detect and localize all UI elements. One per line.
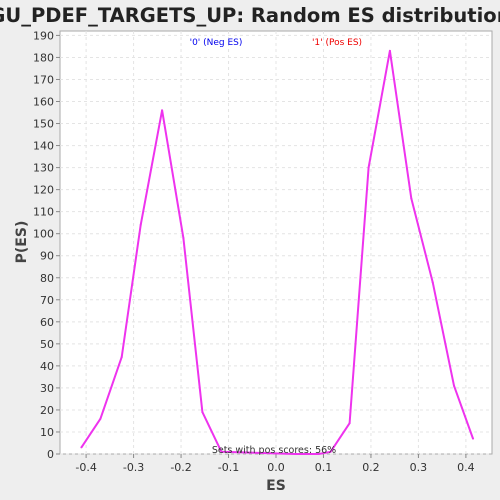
legend-entry: '0' (Neg ES)	[190, 38, 243, 48]
data-point	[317, 453, 320, 455]
x-tick-label: 0.3	[410, 461, 428, 474]
y-tick-label: 190	[33, 29, 54, 42]
data-point	[472, 437, 475, 440]
data-point	[410, 197, 413, 200]
data-point	[120, 356, 123, 359]
legend-entry: '1' (Pos ES)	[312, 38, 362, 48]
data-point	[139, 223, 142, 226]
y-tick-label: 0	[47, 448, 54, 461]
data-point	[431, 281, 434, 284]
y-tick-label: 30	[40, 382, 54, 395]
data-point	[182, 237, 185, 240]
grid	[60, 31, 492, 455]
y-tick-label: 70	[40, 294, 54, 307]
y-tick-label: 110	[33, 206, 54, 219]
x-axis-title: ES	[266, 478, 286, 494]
y-tick-label: 130	[33, 162, 54, 175]
series-line	[80, 49, 474, 455]
data-point	[99, 417, 102, 420]
y-tick-label: 90	[40, 250, 54, 263]
y-tick-label: 120	[33, 184, 54, 197]
data-point	[367, 166, 370, 169]
data-point	[388, 49, 391, 52]
x-tick-label: 0.4	[457, 461, 475, 474]
y-tick-label: 40	[40, 360, 54, 373]
series-layer	[80, 49, 475, 455]
x-tick-label: 0.2	[362, 461, 380, 474]
y-tick-label: 150	[33, 118, 54, 131]
data-point	[293, 453, 296, 455]
chart-title: GU_PDEF_TARGETS_UP: Random ES distributi…	[0, 4, 500, 27]
x-tick-label: -0.4	[75, 461, 96, 474]
y-tick-label: 60	[40, 316, 54, 329]
legend: '0' (Neg ES) '1' (Pos ES)	[190, 38, 362, 48]
data-point	[220, 450, 223, 453]
x-tick-label: 0.1	[315, 461, 333, 474]
x-tick-label: -0.2	[170, 461, 191, 474]
data-point	[80, 446, 83, 449]
data-point	[329, 450, 332, 453]
axes: 0 10 20 30 40 50 60 70 80 90 100 110 120 130 140 150 160…	[33, 29, 475, 474]
x-tick-label: -0.3	[123, 461, 144, 474]
y-tick-label: 140	[33, 140, 54, 153]
data-point	[201, 411, 204, 414]
y-tick-label: 10	[40, 426, 54, 439]
x-tick-label: -0.1	[218, 461, 239, 474]
x-tick-label: 0.0	[267, 461, 285, 474]
data-point	[161, 109, 164, 112]
annotation-pos-scores: Sets with pos scores: 56%	[212, 445, 336, 456]
y-tick-label: 20	[40, 404, 54, 417]
data-point	[348, 422, 351, 425]
y-tick-label: 170	[33, 73, 54, 86]
data-point	[453, 384, 456, 387]
y-tick-label: 50	[40, 338, 54, 351]
y-tick-label: 100	[33, 228, 54, 241]
y-axis-title: P(ES)	[14, 221, 30, 264]
y-tick-label: 180	[33, 51, 54, 64]
y-tick-label: 80	[40, 272, 54, 285]
y-tick-label: 160	[33, 96, 54, 109]
